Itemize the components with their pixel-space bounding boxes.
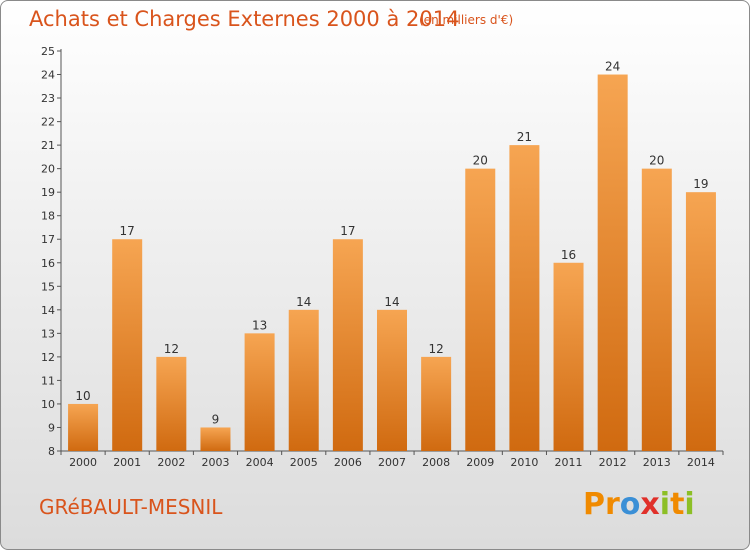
y-tick-label: 11 [41, 374, 55, 387]
logo-letter: i [659, 487, 671, 522]
logo-letter: t [670, 487, 685, 522]
x-tick-label: 2008 [422, 456, 450, 469]
y-tick-label: 23 [41, 92, 55, 105]
x-tick-label: 2014 [687, 456, 715, 469]
bar-value-label: 20 [649, 154, 664, 168]
y-tick-label: 19 [41, 186, 55, 199]
bar-value-label: 20 [473, 154, 488, 168]
y-tick-label: 13 [41, 327, 55, 340]
x-tick-label: 2007 [378, 456, 406, 469]
bar [553, 262, 584, 451]
bar-value-label: 14 [296, 295, 311, 309]
y-tick-label: 17 [41, 233, 55, 246]
logo-letter: o [619, 487, 641, 522]
bar [68, 403, 99, 451]
bar [332, 239, 363, 451]
bar-value-label: 12 [164, 342, 179, 356]
bar [244, 333, 275, 451]
x-tick-label: 2006 [334, 456, 362, 469]
logo-letter: x [640, 487, 660, 522]
x-tick-label: 2001 [113, 456, 141, 469]
x-tick-label: 2003 [201, 456, 229, 469]
bar-value-label: 21 [517, 130, 532, 144]
chart-title: Achats et Charges Externes 2000 à 2014 [29, 7, 460, 31]
y-tick-label: 14 [41, 304, 55, 317]
chart-bars [68, 74, 716, 452]
x-tick-label: 2011 [555, 456, 583, 469]
x-tick-label: 2004 [246, 456, 274, 469]
x-tick-label: 2009 [466, 456, 494, 469]
y-tick-label: 12 [41, 351, 55, 364]
bar [288, 309, 319, 451]
chart-subtitle: (en milliers d'€) [419, 13, 514, 27]
commune-name: GRéBAULT-MESNIL [39, 495, 223, 519]
bar [156, 356, 187, 451]
bar [377, 309, 407, 451]
x-tick-label: 2005 [290, 456, 318, 469]
y-tick-label: 20 [41, 163, 55, 176]
bar-value-label: 17 [120, 224, 135, 238]
bar-value-label: 16 [561, 248, 576, 262]
chart-axes: 8 9 10 11 12 13 14 15 16 17 18 19 20 21 22 23 24 25 2000 20… [41, 45, 724, 469]
bar [112, 239, 143, 451]
x-tick-label: 2000 [69, 456, 97, 469]
bar [597, 74, 628, 451]
x-tick-label: 2012 [599, 456, 627, 469]
bar [421, 356, 452, 451]
y-tick-label: 22 [41, 116, 55, 129]
y-tick-label: 16 [41, 257, 55, 270]
proxiti-logo: Proxiti [583, 487, 695, 522]
bar [465, 168, 496, 451]
y-tick-label: 18 [41, 210, 55, 223]
logo-letter: P [583, 487, 605, 522]
y-tick-label: 15 [41, 280, 55, 293]
bar-value-label: 10 [75, 389, 90, 403]
y-tick-label: 25 [41, 45, 55, 58]
chart-data-labels: 10 17 12 9 13 14 17 14 12 20 21 16 24 20 19 [75, 60, 708, 427]
bar [200, 427, 231, 451]
y-tick-label: 9 [48, 421, 55, 434]
y-tick-label: 21 [41, 139, 55, 152]
logo-letter: r [605, 487, 620, 522]
y-tick-label: 8 [48, 445, 55, 458]
bar [641, 168, 672, 451]
x-tick-label: 2002 [157, 456, 185, 469]
y-tick-label: 24 [41, 69, 55, 82]
bar-value-label: 14 [384, 295, 399, 309]
bar-value-label: 13 [252, 318, 267, 332]
bar-value-label: 19 [693, 177, 708, 191]
x-tick-label: 2013 [643, 456, 671, 469]
x-tick-label: 2010 [510, 456, 538, 469]
bar-value-label: 17 [340, 224, 355, 238]
bar-value-label: 12 [428, 342, 443, 356]
bar [509, 145, 540, 451]
y-tick-label: 10 [41, 398, 55, 411]
logo-letter: i [684, 487, 695, 522]
bar [685, 192, 716, 452]
bar-value-label: 9 [212, 412, 220, 426]
bar-value-label: 24 [605, 60, 620, 74]
